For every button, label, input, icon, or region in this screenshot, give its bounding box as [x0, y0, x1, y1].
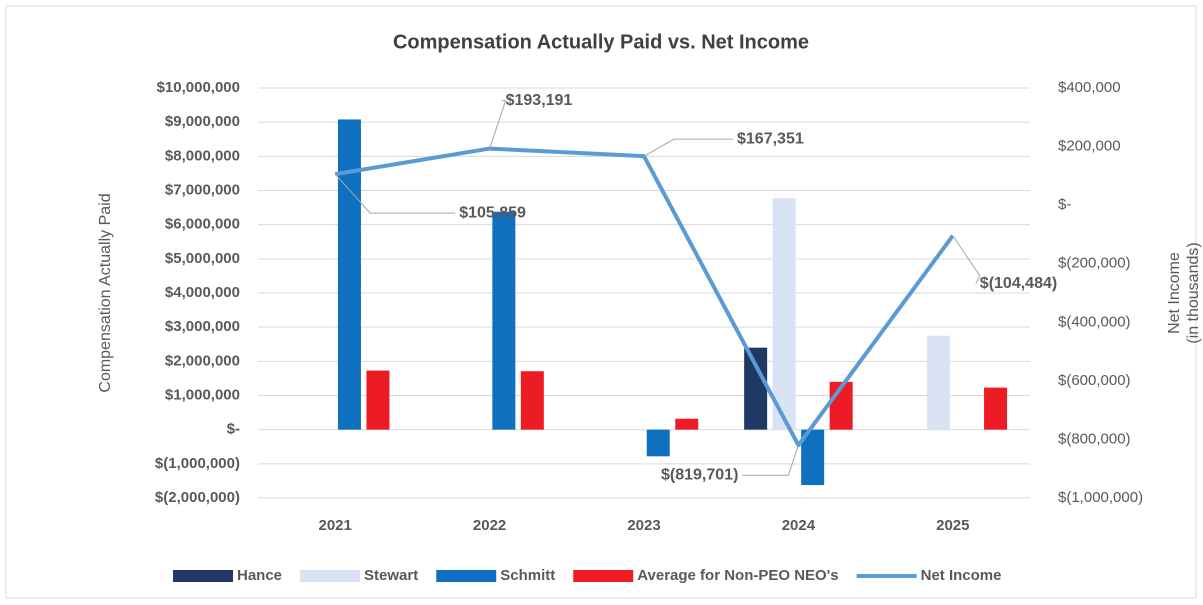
- legend-swatch: [436, 570, 497, 582]
- legend-swatch: [573, 570, 634, 582]
- y-tick-label: $8,000,000: [165, 147, 240, 164]
- y2-tick-label: $(600,000): [1058, 372, 1131, 389]
- y2-tick-label: $(200,000): [1058, 255, 1131, 272]
- y-axis-label: Compensation Actually Paid: [97, 193, 114, 392]
- leader-line: [334, 173, 456, 214]
- leader-line: [952, 235, 981, 284]
- leader-line: [742, 445, 799, 476]
- y-tick-label: $9,000,000: [165, 113, 240, 130]
- y-tick-label: $10,000,000: [157, 79, 240, 96]
- data-label: $193,191: [506, 92, 573, 109]
- bar: [675, 418, 699, 430]
- y2-axis-label: (in thousands): [1185, 242, 1202, 343]
- legend-label: Schmitt: [500, 567, 555, 584]
- y-tick-label: $3,000,000: [165, 318, 240, 335]
- y2-tick-label: $(800,000): [1058, 430, 1131, 447]
- y2-tick-label: $400,000: [1058, 79, 1121, 96]
- line: [334, 146, 955, 448]
- y-tick-label: $1,000,000: [165, 386, 240, 403]
- legend-swatch: [300, 570, 361, 582]
- legend-swatch: [173, 570, 233, 582]
- y-tick-label: $(1,000,000): [155, 455, 240, 472]
- leader-line: [489, 100, 507, 149]
- chart-title: Compensation Actually Paid vs. Net Incom…: [393, 31, 809, 53]
- y2-tick-label: $(400,000): [1058, 313, 1131, 330]
- x-tick-label: 2021: [319, 517, 352, 534]
- bar: [744, 347, 768, 430]
- data-label: $167,351: [737, 130, 804, 147]
- y2-tick-label: $200,000: [1058, 138, 1121, 155]
- bar: [337, 119, 361, 430]
- y-tick-label: $(2,000,000): [155, 489, 240, 506]
- x-tick-label: 2023: [627, 517, 660, 534]
- bar: [772, 198, 796, 430]
- y-tick-label: $2,000,000: [165, 352, 240, 369]
- data-label: $(819,701): [661, 466, 738, 483]
- legend-label: Average for Non-PEO NEO's: [637, 567, 838, 584]
- y-tick-label: $6,000,000: [165, 216, 240, 233]
- y2-axis-label: Net Income: [1166, 252, 1183, 334]
- bar: [366, 370, 390, 430]
- legend-label: Stewart: [364, 567, 418, 584]
- data-label: $105,859: [459, 204, 526, 221]
- y-tick-label: $-: [227, 421, 240, 438]
- data-label: $(104,484): [980, 275, 1057, 292]
- legend-label: Net Income: [921, 567, 1002, 584]
- chart-border: [5, 5, 1197, 599]
- bar: [801, 429, 825, 486]
- y2-tick-label: $(1,000,000): [1058, 489, 1143, 506]
- y2-tick-label: $-: [1058, 196, 1071, 213]
- y-tick-label: $5,000,000: [165, 250, 240, 267]
- bar: [646, 429, 670, 457]
- bar: [492, 211, 516, 430]
- y-tick-label: $4,000,000: [165, 284, 240, 301]
- bar: [984, 387, 1008, 430]
- bar: [927, 335, 951, 430]
- legend-label: Hance: [237, 567, 282, 584]
- x-tick-label: 2025: [936, 517, 969, 534]
- leader-line: [643, 138, 733, 157]
- bar: [520, 371, 544, 430]
- x-tick-label: 2022: [473, 517, 506, 534]
- x-tick-label: 2024: [782, 517, 816, 534]
- y-tick-label: $7,000,000: [165, 181, 240, 198]
